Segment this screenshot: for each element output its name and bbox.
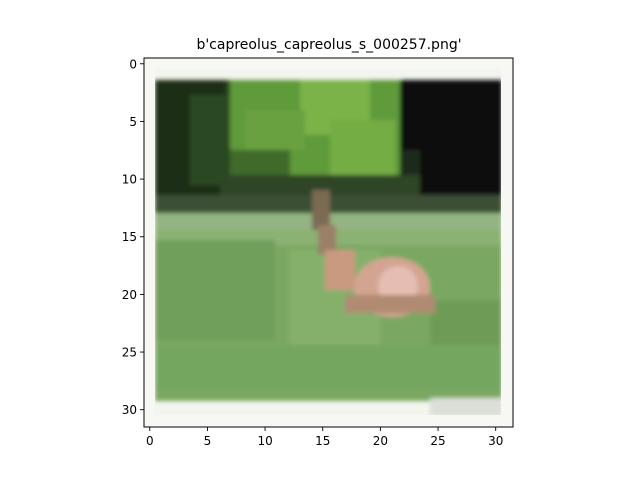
y-tick-label: 25 <box>122 346 137 360</box>
y-tick-label: 20 <box>122 288 137 302</box>
x-axis: 0 5 10 15 20 25 30 <box>146 427 503 448</box>
x-tick-label: 30 <box>488 434 503 448</box>
y-tick-label: 10 <box>122 173 137 187</box>
photo-content <box>155 80 502 416</box>
x-tick-label: 25 <box>430 434 445 448</box>
image-frame-right <box>501 58 513 427</box>
pixel-image <box>144 58 513 427</box>
x-tick-label: 5 <box>204 434 212 448</box>
x-tick-label: 15 <box>315 434 330 448</box>
y-tick-label: 5 <box>129 115 137 129</box>
image-frame-bottom <box>144 415 513 427</box>
y-tick-label: 15 <box>122 230 137 244</box>
x-tick-label: 0 <box>146 434 154 448</box>
y-tick-label: 30 <box>122 403 137 417</box>
image-frame-top <box>144 58 513 69</box>
plot-title: b'capreolus_capreolus_s_000257.png' <box>196 37 461 53</box>
x-tick-label: 20 <box>373 434 388 448</box>
x-tick-label: 10 <box>257 434 272 448</box>
image-frame-left <box>144 58 155 427</box>
axes-frame <box>143 57 514 428</box>
y-tick-label: 0 <box>129 57 137 71</box>
y-axis: 0 5 10 15 20 25 30 <box>122 57 144 417</box>
